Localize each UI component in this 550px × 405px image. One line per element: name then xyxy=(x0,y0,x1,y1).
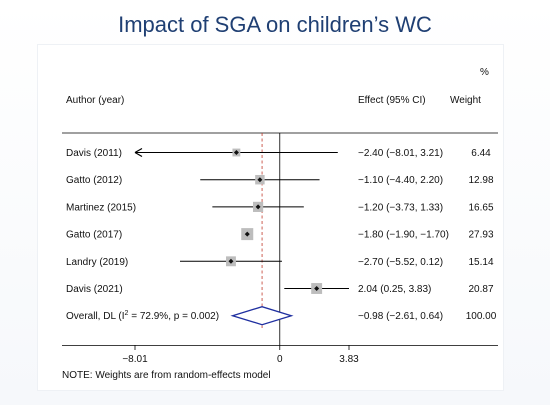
study-effect-1: −1.10 (−4.40, 2.20) xyxy=(358,175,443,186)
study-weight-0: 6.44 xyxy=(471,148,491,159)
study-weight-3: 27.93 xyxy=(468,230,493,241)
study-effect-5: 2.04 (0.25, 3.83) xyxy=(358,284,431,295)
point-estimate-1 xyxy=(257,177,263,183)
footnote: NOTE: Weights are from random-effects mo… xyxy=(62,370,271,381)
study-label-1: Gatto (2012) xyxy=(66,175,122,186)
chart-title: Impact of SGA on children’s WC xyxy=(118,12,432,37)
ci-arrow-0 xyxy=(134,147,143,158)
x-tick-label-0: −8.01 xyxy=(122,354,148,365)
study-label-5: Davis (2021) xyxy=(66,284,123,295)
x-tick-label-2: 3.83 xyxy=(339,354,359,365)
study-weight-2: 16.65 xyxy=(468,202,493,213)
point-estimate-4 xyxy=(228,258,234,264)
overall-weight: 100.00 xyxy=(466,311,497,322)
point-estimate-5 xyxy=(314,286,320,291)
study-label-3: Gatto (2017) xyxy=(66,230,122,241)
weight-unit-header: % xyxy=(480,67,489,78)
study-label-4: Landry (2019) xyxy=(66,257,128,268)
overall-label: Overall, DL (I2 = 72.9%, p = 0.002) xyxy=(66,310,219,322)
overall-diamond xyxy=(230,306,294,326)
weight-header: Weight xyxy=(450,95,481,106)
study-effect-0: −2.40 (−8.01, 3.21) xyxy=(358,148,443,159)
study-weight-4: 15.14 xyxy=(468,257,493,268)
study-label-0: Davis (2011) xyxy=(66,148,122,159)
plot-frame xyxy=(37,44,504,391)
study-weight-5: 20.87 xyxy=(468,284,493,295)
study-effect-2: −1.20 (−3.73, 1.33) xyxy=(358,202,443,213)
study-label-2: Martinez (2015) xyxy=(66,202,136,213)
point-estimate-3 xyxy=(244,231,250,237)
study-effect-3: −1.80 (−1.90, −1.70) xyxy=(358,230,449,241)
x-tick-label-1: 0 xyxy=(277,354,283,365)
effect-header: Effect (95% CI) xyxy=(358,95,426,106)
author-header: Author (year) xyxy=(66,95,124,106)
study-effect-4: −2.70 (−5.52, 0.12) xyxy=(358,257,443,268)
study-weight-1: 12.98 xyxy=(468,175,493,186)
overall-effect: −0.98 (−2.61, 0.64) xyxy=(358,311,443,322)
point-estimate-0 xyxy=(233,150,239,155)
point-estimate-2 xyxy=(255,204,261,210)
